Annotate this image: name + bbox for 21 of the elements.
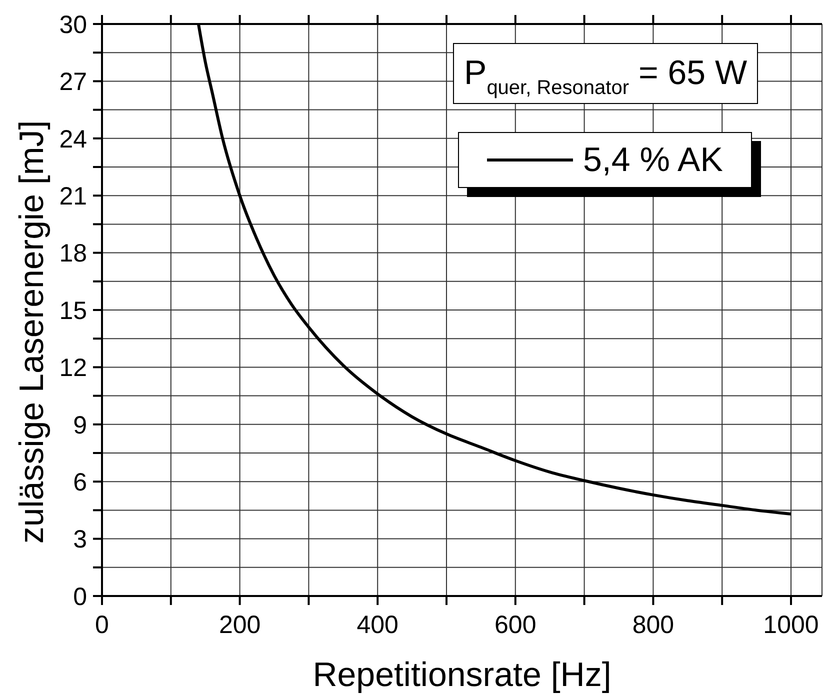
y-tick-label: 0 (73, 582, 87, 611)
x-tick-label: 1000 (763, 610, 819, 639)
y-tick-label: 6 (73, 468, 87, 496)
legend-label: 5,4 % AK (583, 140, 723, 180)
y-tick-label: 3 (73, 526, 87, 554)
y-tick-label: 21 (59, 182, 87, 210)
x-tick-label: 600 (494, 610, 536, 639)
y-tick-label: 9 (73, 411, 87, 440)
x-axis-title: Repetitionsrate [Hz] (312, 656, 612, 694)
y-tick-label: 12 (59, 354, 87, 382)
x-tick-label: 0 (95, 610, 109, 639)
y-axis-title: zulässige Laserenergie [mJ] (13, 120, 51, 544)
y-tick-label: 24 (59, 125, 88, 154)
y-tick-label: 18 (59, 240, 87, 268)
x-tick-label: 200 (218, 610, 261, 639)
x-tick-label: 800 (632, 610, 674, 639)
y-tick-label: 30 (59, 10, 87, 39)
annotation: P$_{quer, Resonator}$ = 65 W (464, 54, 748, 99)
x-tick-label: 400 (356, 610, 398, 639)
y-tick-label: 15 (59, 296, 87, 325)
y-tick-label: 27 (59, 68, 87, 96)
